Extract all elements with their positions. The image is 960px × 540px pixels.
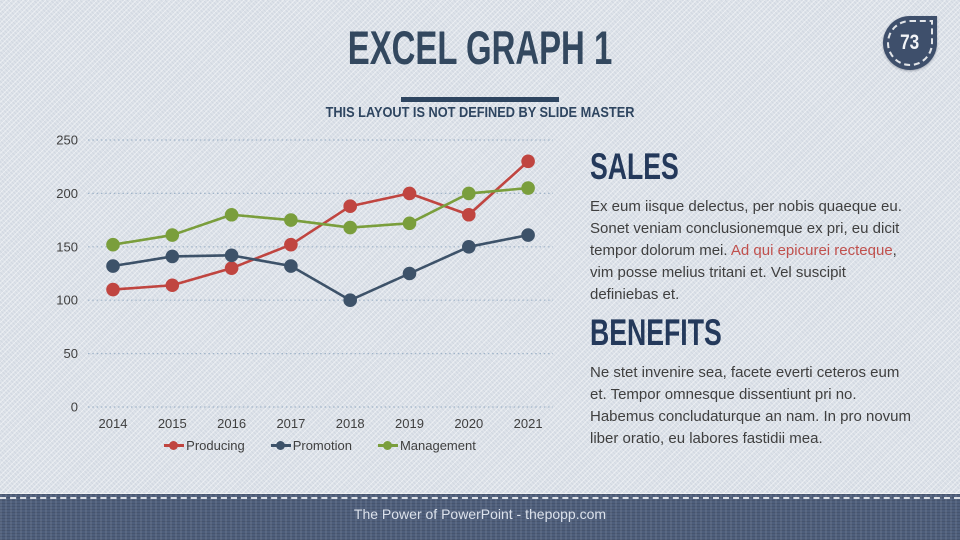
page-number: 73 [900,31,920,54]
svg-text:200: 200 [56,186,78,201]
svg-text:2017: 2017 [276,416,305,431]
svg-text:150: 150 [56,239,78,254]
svg-text:2018: 2018 [336,416,365,431]
footer-credit: The Power of PowerPoint - thepopp.com [353,506,607,522]
legend-label: Management [399,437,476,453]
svg-text:2014: 2014 [99,416,128,431]
svg-text:2021: 2021 [514,416,543,431]
chart-legend: Producing Promotion Management [85,436,555,454]
svg-text:0: 0 [71,400,78,415]
footer-bar: The Power of PowerPoint - thepopp.com [0,494,960,540]
badge-stitch-ring: 73 [887,20,933,66]
svg-text:2019: 2019 [395,416,424,431]
section-benefits: BENEFITS Ne stet invenire sea, facete ev… [590,312,914,450]
legend-item-management: Management [377,437,476,453]
legend-marker-icon [164,440,185,450]
legend-marker-icon [270,440,291,450]
page-title: EXCEL GRAPH 1 [347,21,613,74]
sales-inline-link[interactable]: Ad qui epicurei recteque [730,242,893,259]
legend-marker-icon [377,440,398,450]
title-underline [401,97,559,102]
sales-body-text-after: , vim posse melius tritani et. Vel susci… [590,242,897,303]
legend-item-producing: Producing [164,438,245,453]
legend-label: Promotion [292,437,352,453]
sales-body-text: Ex eum iisque delectus, per nobis quaequ… [590,198,902,259]
svg-text:2015: 2015 [158,416,187,431]
sales-body: Ex eum iisque delectus, per nobis quaequ… [590,196,914,306]
page-subtitle: THIS LAYOUT IS NOT DEFINED BY SLIDE MAST… [325,104,635,121]
svg-text:2020: 2020 [454,416,483,431]
benefits-body: Ne stet invenire sea, facete everti cete… [590,364,912,447]
svg-text:50: 50 [64,346,78,361]
svg-text:250: 250 [56,133,78,148]
benefits-heading: BENEFITS [590,312,722,353]
svg-text:100: 100 [56,293,78,308]
sales-heading: SALES [590,146,679,187]
line-chart: 0 50 100 150 200 250 2014 2015 2016 2017 2018 2019 2… [56,133,553,431]
section-sales: SALES Ex eum iisque delectus, per nobis … [590,146,914,306]
footer-stitch-line [0,497,960,499]
page-number-badge: 73 [883,16,937,70]
svg-text:2016: 2016 [217,416,246,431]
legend-item-promotion: Promotion [270,437,352,453]
legend-label: Producing [186,437,245,453]
